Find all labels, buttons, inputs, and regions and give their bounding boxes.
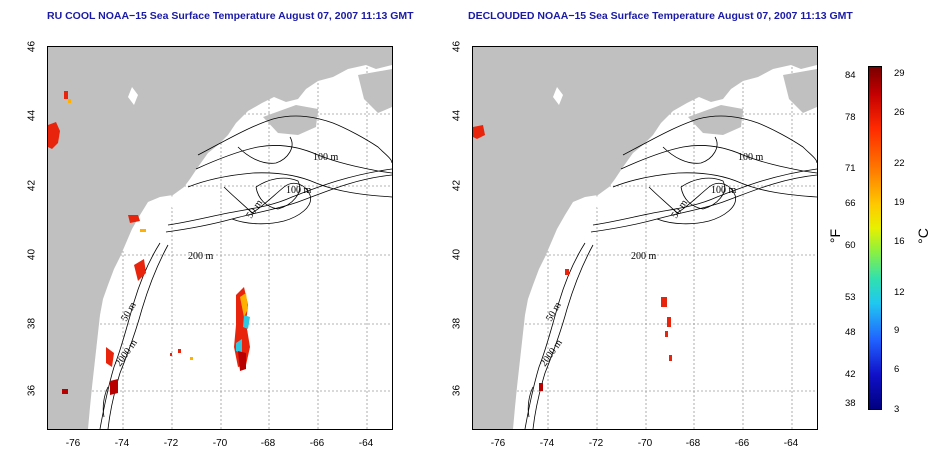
land-mass <box>473 47 817 429</box>
contour-label: 200 m <box>188 251 214 262</box>
raw-sst-map-graphic: 100 m 100 m 50 m 200 m 50 m 2000 m <box>48 47 392 429</box>
fahrenheit-tick: 60 <box>845 240 856 251</box>
land-mass <box>48 47 392 429</box>
lat-tick-label: 44 <box>451 109 463 122</box>
lon-tick-label: -76 <box>65 438 81 449</box>
temperature-colorbar <box>868 66 882 410</box>
lon-tick-label: -66 <box>734 438 750 449</box>
land-nova-scotia <box>263 105 318 135</box>
lat-tick-label: 42 <box>451 179 463 192</box>
fahrenheit-tick: 53 <box>845 292 856 303</box>
lat-tick-label: 44 <box>26 109 38 122</box>
land-cape-breton <box>358 69 392 113</box>
lat-tick-label: 40 <box>451 248 463 261</box>
celsius-tick: 3 <box>894 404 900 415</box>
lat-tick-label: 46 <box>26 40 38 53</box>
celsius-tick: 12 <box>894 287 905 298</box>
lat-tick-label: 38 <box>26 317 38 330</box>
left-map-title: RU COOL NOAA−15 Sea Surface Temperature … <box>47 10 414 22</box>
fahrenheit-tick: 42 <box>845 369 856 380</box>
fahrenheit-unit-label: °F <box>827 228 844 244</box>
contour-label: 200 m <box>631 251 657 262</box>
lon-tick-label: -64 <box>783 438 799 449</box>
lat-tick-label: 40 <box>26 248 38 261</box>
right-map-title: DECLOUDED NOAA−15 Sea Surface Temperatur… <box>468 10 853 22</box>
contour-label: 2000 m <box>538 337 565 368</box>
declouded-sst-map-graphic: 100 m 100 m 50 m 200 m 50 m 2000 m <box>473 47 817 429</box>
contour-label: 100 m <box>711 185 737 196</box>
contour-label: 100 m <box>286 185 312 196</box>
lon-tick-label: -66 <box>309 438 325 449</box>
lon-tick-label: -74 <box>539 438 555 449</box>
lon-tick-label: -70 <box>637 438 653 449</box>
fahrenheit-tick: 84 <box>845 70 856 81</box>
lon-tick-label: -72 <box>588 438 604 449</box>
celsius-tick: 29 <box>894 68 905 79</box>
land-nova-scotia <box>688 105 743 135</box>
land-cape-breton <box>783 69 817 113</box>
celsius-tick: 9 <box>894 325 900 336</box>
lat-tick-label: 42 <box>26 179 38 192</box>
celsius-tick: 26 <box>894 107 905 118</box>
contour-label: 50 m <box>119 300 139 323</box>
lon-tick-label: -70 <box>212 438 228 449</box>
contour-label: 2000 m <box>113 337 140 368</box>
lon-tick-label: -64 <box>358 438 374 449</box>
celsius-tick: 22 <box>894 158 905 169</box>
fahrenheit-tick: 38 <box>845 398 856 409</box>
celsius-tick: 6 <box>894 364 900 375</box>
fahrenheit-tick: 48 <box>845 327 856 338</box>
contour-label: 50 m <box>544 300 564 323</box>
lon-tick-label: -74 <box>114 438 130 449</box>
contour-label: 100 m <box>738 152 764 163</box>
fahrenheit-tick: 71 <box>845 163 856 174</box>
lat-tick-label: 38 <box>451 317 463 330</box>
sst-pixels <box>48 91 250 395</box>
contour-label: 100 m <box>313 152 339 163</box>
lat-tick-label: 46 <box>451 40 463 53</box>
bathymetry-contours <box>524 115 817 429</box>
fahrenheit-tick: 78 <box>845 112 856 123</box>
lon-tick-label: -76 <box>490 438 506 449</box>
celsius-tick: 19 <box>894 197 905 208</box>
lon-tick-label: -68 <box>685 438 701 449</box>
raw-sst-map[interactable]: 100 m 100 m 50 m 200 m 50 m 2000 m <box>47 46 393 430</box>
bathymetry-contours <box>99 115 392 429</box>
declouded-sst-map[interactable]: 100 m 100 m 50 m 200 m 50 m 2000 m <box>472 46 818 430</box>
lon-tick-label: -72 <box>163 438 179 449</box>
celsius-unit-label: °C <box>914 228 931 244</box>
sst-pixels <box>473 125 672 391</box>
fahrenheit-tick: 66 <box>845 198 856 209</box>
lon-tick-label: -68 <box>260 438 276 449</box>
lat-tick-label: 36 <box>451 384 463 397</box>
celsius-tick: 16 <box>894 236 905 247</box>
lat-tick-label: 36 <box>26 384 38 397</box>
